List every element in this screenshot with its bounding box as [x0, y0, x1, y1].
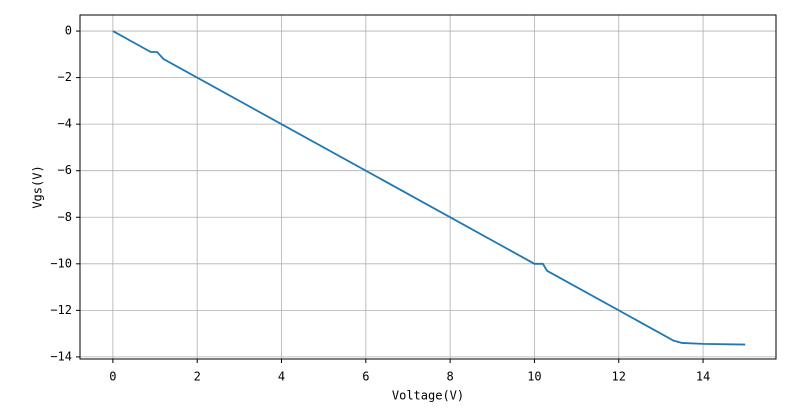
x-tick-label: 10	[527, 370, 541, 384]
y-tick-label: −14	[50, 349, 72, 363]
y-tick-label: −6	[58, 163, 72, 177]
x-tick-label: 8	[447, 370, 454, 384]
y-tick-label: 0	[65, 24, 72, 38]
x-tick-label: 2	[194, 370, 201, 384]
plot-frame	[79, 14, 777, 360]
x-tick-label: 0	[109, 370, 116, 384]
y-axis-label: Vgs(V)	[31, 165, 45, 208]
y-tick-label: −2	[58, 70, 72, 84]
y-tick-label: −10	[50, 256, 72, 270]
y-tick-label: −8	[58, 210, 72, 224]
y-tick-label: −4	[58, 117, 72, 131]
x-tick-label: 6	[362, 370, 369, 384]
data-line	[112, 30, 746, 346]
x-tick-label: 12	[612, 370, 626, 384]
x-axis-label: Voltage(V)	[392, 389, 464, 403]
x-tick-label: 14	[696, 370, 710, 384]
x-tick-label: 4	[278, 370, 285, 384]
y-tick-label: −12	[50, 303, 72, 317]
